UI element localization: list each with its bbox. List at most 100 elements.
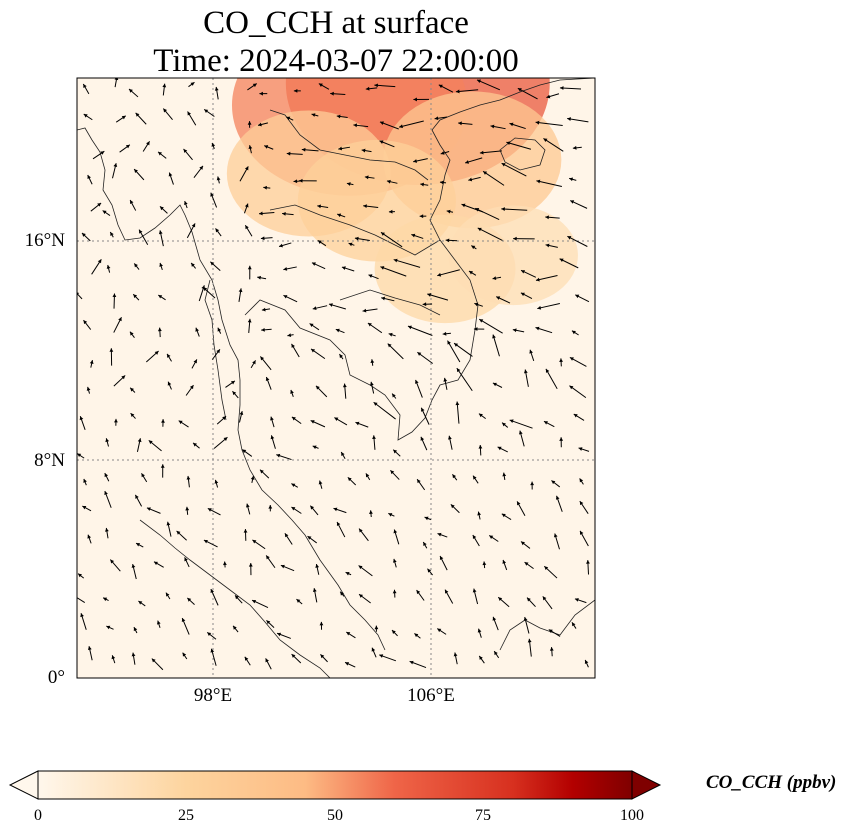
wind-arrow-157 — [520, 292, 533, 300]
wind-arrow-375 — [477, 628, 482, 638]
wind-arrow-368 — [276, 632, 291, 639]
wind-arrow-268 — [291, 483, 299, 488]
wind-arrow-89 — [317, 204, 329, 209]
wind-arrow-79 — [569, 177, 577, 182]
wind-arrow-28 — [286, 116, 294, 121]
wind-arrow-258 — [559, 437, 564, 448]
wind-arrow-324 — [184, 557, 190, 568]
wind-arrow-72 — [386, 179, 398, 184]
wind-arrow-369 — [319, 621, 324, 630]
wind-arrow-377 — [523, 616, 530, 634]
wind-arrow-387 — [265, 658, 272, 670]
wind-arrow-122 — [133, 263, 140, 270]
lat-tick-16n: 16°N — [24, 230, 65, 251]
wind-arrow-389 — [320, 654, 328, 663]
wind-arrow-379 — [571, 622, 577, 629]
wind-arrow-227 — [270, 416, 275, 428]
wind-arrow-142 — [132, 293, 140, 301]
wind-arrow-235 — [478, 413, 486, 420]
wind-arrow-36 — [490, 124, 506, 130]
wind-arrow-280 — [82, 505, 92, 512]
wind-arrow-314 — [437, 532, 448, 538]
wind-arrow-23 — [162, 108, 173, 121]
wind-arrow-370 — [346, 631, 356, 639]
wind-arrow-58 — [543, 138, 564, 152]
wind-arrow-207 — [265, 376, 272, 390]
wind-arrow-248 — [276, 453, 292, 461]
map-title: CO_CCH at surface Time: 2024-03-07 22:00… — [76, 4, 596, 80]
wind-arrow-361 — [106, 625, 114, 630]
wind-arrow-196 — [492, 334, 500, 357]
wind-arrow-13 — [413, 97, 430, 102]
wind-arrow-110 — [348, 242, 355, 247]
wind-arrow-16 — [476, 79, 501, 91]
wind-arrow-180 — [89, 360, 94, 368]
wind-arrow-230 — [334, 417, 348, 426]
wind-arrow-253 — [420, 436, 428, 451]
wind-arrow-306 — [243, 529, 248, 541]
wind-arrow-115 — [471, 245, 477, 250]
wind-arrow-187 — [259, 356, 272, 371]
colorbar-extend-high — [631, 770, 662, 800]
wind-arrow-50 — [338, 146, 351, 151]
wind-arrow-62 — [133, 168, 145, 181]
colorbar-body — [37, 770, 633, 800]
wind-arrow-81 — [102, 210, 111, 216]
wind-arrow-378 — [548, 629, 561, 637]
wind-arrow-388 — [291, 653, 302, 664]
wind-arrow-271 — [365, 473, 371, 481]
wind-arrow-257 — [518, 430, 525, 447]
wind-arrow-300 — [87, 534, 92, 544]
wind-arrow-6 — [247, 83, 258, 91]
wind-arrow-336 — [502, 559, 508, 571]
wind-arrow-319 — [579, 530, 589, 547]
wind-arrow-237 — [509, 419, 533, 429]
wind-arrow-287 — [268, 505, 273, 512]
wind-arrow-128 — [283, 266, 297, 271]
wind-arrow-7 — [259, 91, 268, 96]
wind-arrow-156 — [496, 296, 511, 304]
wind-arrow-219 — [569, 385, 587, 399]
wind-arrow-113 — [411, 233, 424, 239]
wind-arrow-22 — [135, 112, 147, 125]
wind-arrow-186 — [250, 360, 256, 369]
wind-arrow-334 — [439, 555, 448, 571]
wind-vectors — [77, 78, 590, 671]
wind-arrow-261 — [104, 472, 110, 482]
wind-arrow-225 — [216, 415, 227, 425]
wind-arrow-123 — [159, 262, 163, 271]
wind-arrow-262 — [141, 473, 148, 483]
wind-arrow-59 — [572, 145, 582, 150]
wind-arrow-176 — [478, 318, 503, 334]
wind-arrow-118 — [545, 243, 558, 248]
wind-arrow-340 — [77, 597, 86, 603]
wind-arrow-232 — [373, 401, 396, 420]
title-line-1: CO_CCH at surface — [203, 5, 469, 41]
wind-arrow-381 — [111, 655, 116, 664]
wind-arrow-210 — [342, 383, 347, 399]
wind-arrow-354 — [444, 589, 454, 604]
wind-arrow-63 — [168, 172, 174, 185]
wind-arrow-150 — [328, 303, 346, 310]
wind-arrow-121 — [106, 264, 111, 273]
wind-arrow-224 — [178, 420, 189, 428]
wind-arrow-125 — [210, 261, 221, 271]
colorbar-tick-75: 75 — [475, 807, 491, 824]
wind-arrow-218 — [545, 368, 558, 390]
wind-arrow-352 — [392, 589, 397, 598]
wind-arrow-3 — [162, 83, 167, 96]
wind-arrow-285 — [207, 507, 221, 516]
wind-arrow-10 — [330, 91, 346, 96]
wind-arrow-337 — [524, 561, 534, 570]
wind-arrow-21 — [115, 115, 127, 123]
wind-arrow-19 — [559, 86, 582, 90]
wind-arrow-242 — [136, 438, 142, 452]
wind-arrow-158 — [537, 303, 560, 310]
wind-arrow-309 — [307, 535, 317, 544]
wind-arrow-393 — [409, 660, 427, 669]
wind-arrow-61 — [112, 163, 118, 179]
wind-arrow-177 — [512, 328, 525, 333]
wind-arrow-399 — [584, 659, 589, 668]
wind-arrow-152 — [381, 296, 395, 302]
wind-arrow-130 — [341, 266, 355, 272]
